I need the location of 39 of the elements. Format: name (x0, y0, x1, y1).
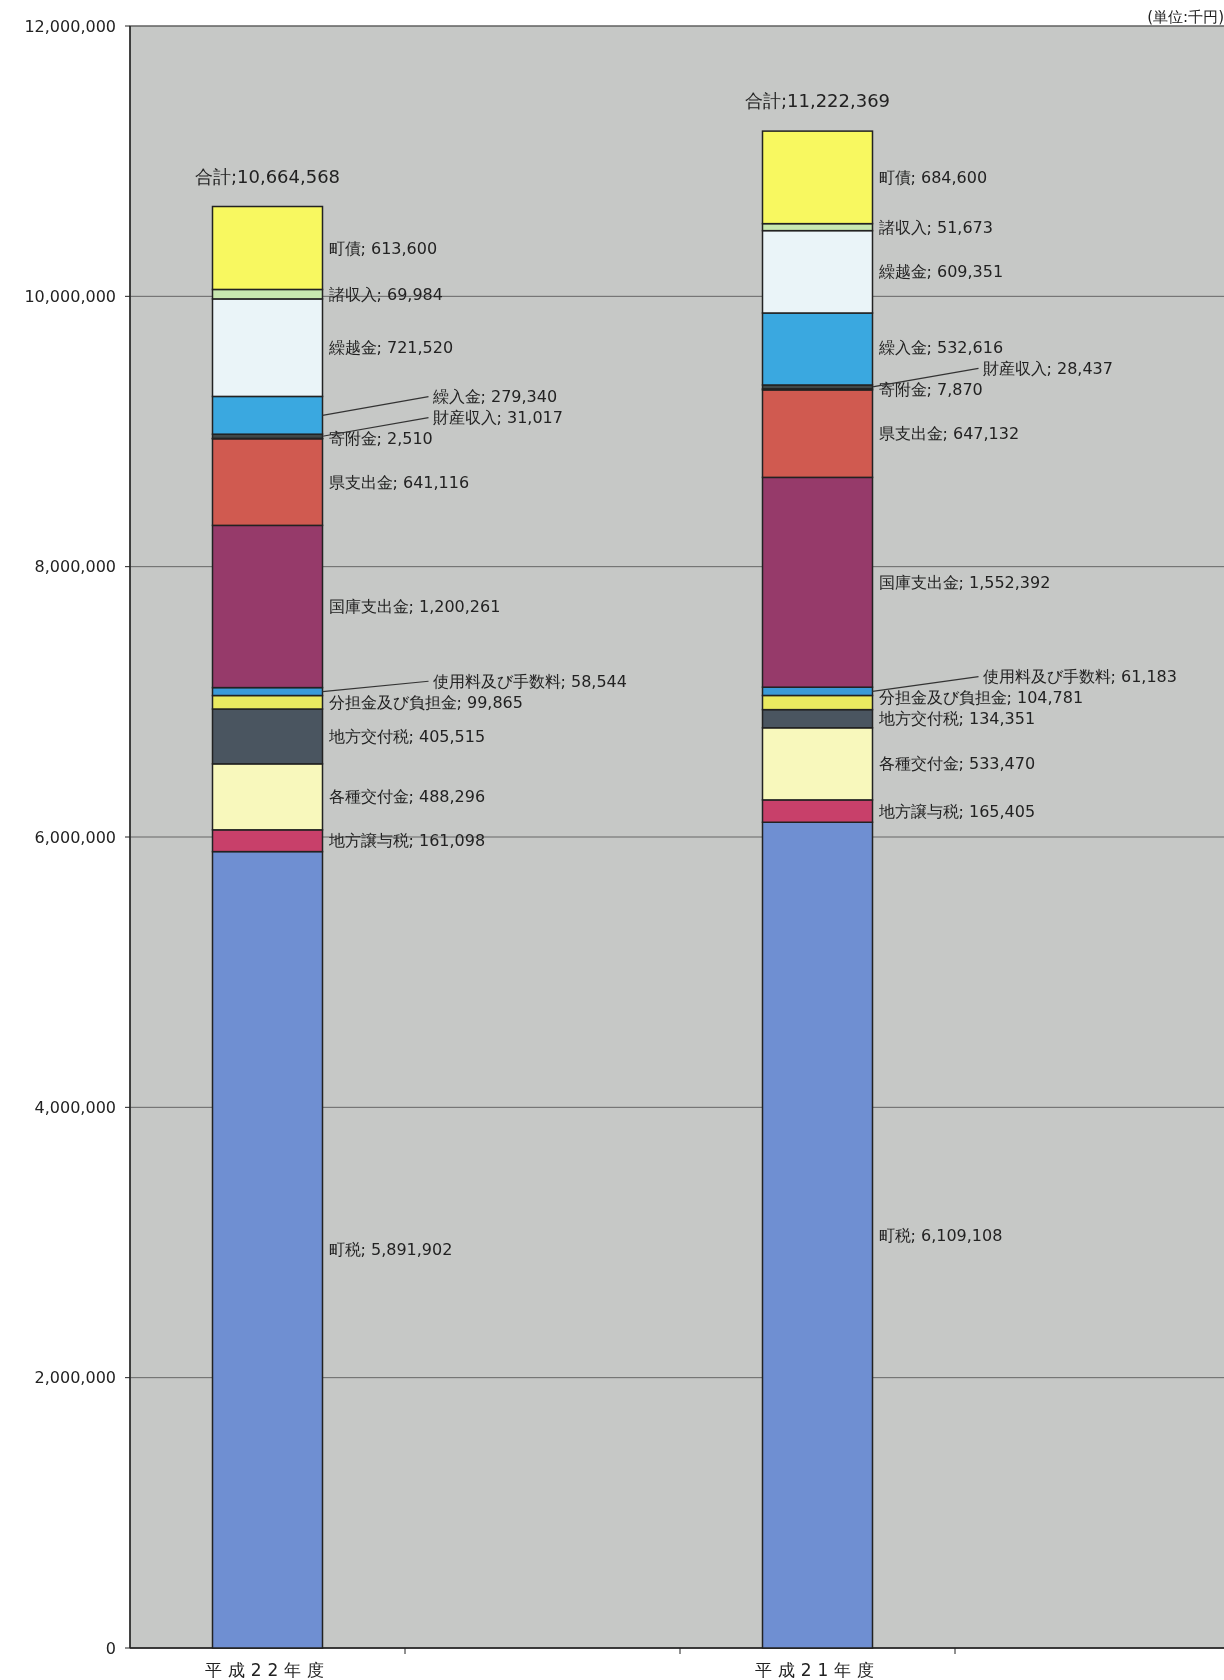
text: 財産収入; 28,437 (982, 358, 1113, 378)
text: 地方譲与税; 161,098 (328, 831, 486, 851)
text: 地方交付税; 405,515 (328, 727, 486, 747)
text: 町債; 684,600 (878, 167, 988, 187)
text: 繰越金; 609,351 (878, 262, 1004, 282)
text: 各種交付金; 533,470 (878, 754, 1036, 774)
total-label: 合計;10,664,568 (194, 165, 341, 187)
text: 地方交付税; 134,351 (878, 709, 1036, 729)
y-tick-label: 2,000,000 (34, 1368, 116, 1388)
text: 使用料及び手数料; 61,183 (982, 667, 1177, 687)
text: 県支出金; 647,132 (878, 424, 1020, 444)
y-tick-label: 8,000,000 (34, 557, 116, 577)
text: 繰越金; 721,520 (328, 338, 454, 358)
text: 国庫支出金; 1,552,392 (878, 572, 1051, 592)
x-tick-label: 平成22年度 (204, 1660, 331, 1680)
y-tick-label: 4,000,000 (34, 1097, 116, 1117)
text: 各種交付金; 488,296 (328, 787, 486, 807)
y-tick-label: 6,000,000 (34, 827, 116, 847)
text: 使用料及び手数料; 58,544 (432, 671, 627, 691)
text: 県支出金; 641,116 (328, 472, 470, 492)
text: 諸収入; 69,984 (328, 284, 443, 304)
y-tick-label: 0 (105, 1638, 116, 1658)
text: 財産収入; 31,017 (432, 408, 563, 428)
y-tick-label: 12,000,000 (24, 16, 116, 36)
text: 地方譲与税; 165,405 (878, 801, 1036, 821)
text: 町税; 5,891,902 (328, 1240, 453, 1260)
text: 分担金及び負担金; 104,781 (878, 688, 1084, 708)
text: 繰入金; 279,340 (432, 387, 558, 407)
text: 諸収入; 51,673 (878, 217, 993, 237)
text: 寄附金; 2,510 (328, 429, 433, 449)
annotation: (単位:千円) (1147, 8, 1224, 26)
text: 分担金及び負担金; 99,865 (328, 692, 523, 712)
text: 町税; 6,109,108 (878, 1225, 1003, 1245)
text: 繰入金; 532,616 (878, 337, 1004, 357)
text: 町債; 613,600 (328, 238, 438, 258)
total-label: 合計;11,222,369 (744, 90, 891, 112)
y-tick-label: 10,000,000 (24, 286, 116, 306)
text: 国庫支出金; 1,200,261 (328, 597, 501, 617)
x-tick-label: 平成21年度 (754, 1660, 881, 1680)
